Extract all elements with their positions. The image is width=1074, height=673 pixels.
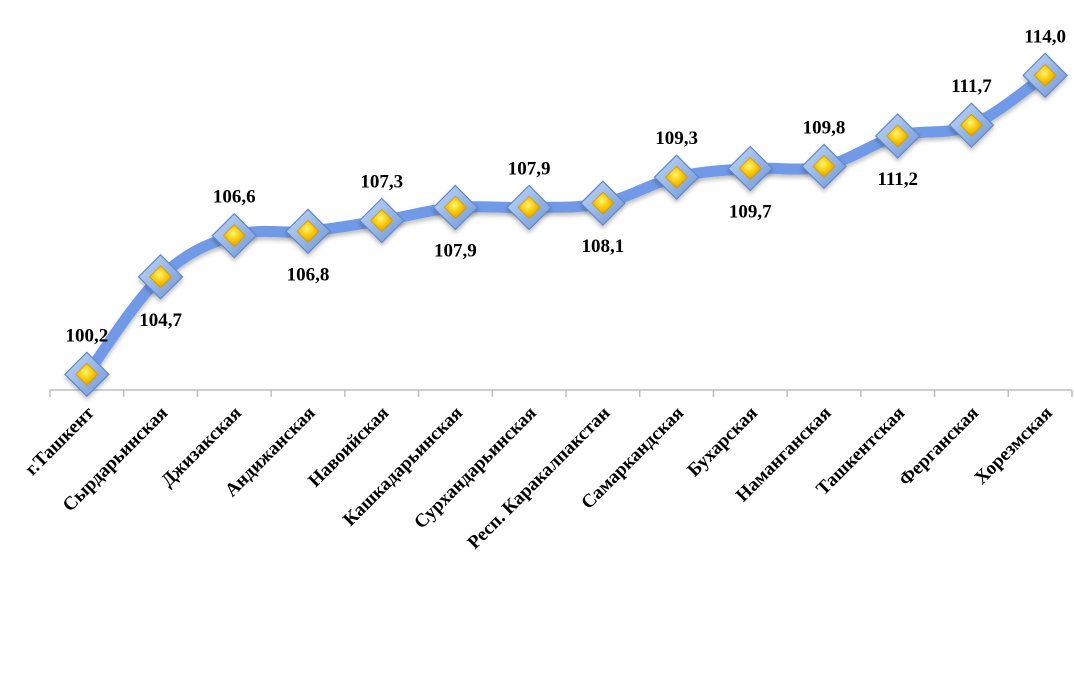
data-label: 114,0 bbox=[1024, 26, 1066, 47]
data-point-marker bbox=[506, 184, 552, 231]
x-tick-label: Сурхандарьинская bbox=[410, 403, 540, 533]
data-label: 109,3 bbox=[655, 128, 698, 149]
x-tick-label: Ферганская bbox=[895, 403, 983, 491]
data-label: 106,8 bbox=[287, 264, 330, 285]
data-labels: 100,2 104,7 106,6 106,8 107,3 107,9 107,9 108,1… bbox=[65, 26, 1066, 346]
data-point-marker bbox=[432, 184, 479, 231]
data-point-marker bbox=[801, 143, 847, 190]
data-point-marker bbox=[285, 208, 331, 255]
data-label: 111,7 bbox=[951, 76, 992, 97]
x-tick-label: г.Ташкент bbox=[21, 402, 99, 480]
data-point-marker bbox=[580, 180, 626, 227]
data-label: 107,3 bbox=[360, 172, 403, 193]
data-label: 109,8 bbox=[803, 117, 846, 138]
data-point-marker bbox=[1022, 52, 1068, 99]
data-label: 106,6 bbox=[213, 187, 256, 208]
x-tick-labels: г.ТашкентСырдарьинскаяДжизакскаяАндижанс… bbox=[21, 402, 1056, 553]
x-tick-label: Респ. Каракалпакстан bbox=[464, 403, 615, 554]
data-label: 107,9 bbox=[434, 241, 477, 262]
data-point-marker bbox=[874, 113, 921, 159]
data-label: 108,1 bbox=[581, 236, 624, 257]
data-label: 109,7 bbox=[729, 202, 772, 223]
data-label: 100,2 bbox=[65, 325, 108, 346]
x-tick-label: Бухарская bbox=[683, 403, 761, 481]
data-point-marker bbox=[358, 197, 405, 244]
data-point-marker bbox=[211, 212, 258, 259]
data-point-marker bbox=[727, 145, 774, 192]
data-label: 111,2 bbox=[877, 169, 918, 190]
x-axis bbox=[49, 389, 1073, 397]
series-markers bbox=[64, 52, 1068, 398]
data-point-marker bbox=[64, 351, 110, 398]
x-tick-label: Хорезмская bbox=[971, 403, 1057, 489]
data-point-marker bbox=[948, 102, 995, 149]
data-point-marker bbox=[137, 253, 184, 300]
data-label: 107,9 bbox=[508, 159, 551, 180]
data-point-marker bbox=[653, 154, 700, 201]
data-label: 104,7 bbox=[139, 310, 182, 331]
